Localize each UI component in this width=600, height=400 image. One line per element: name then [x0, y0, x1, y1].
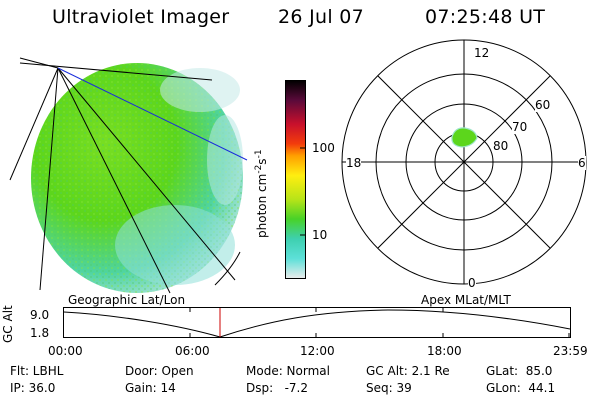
info-mode: Mode: Normal — [246, 364, 330, 378]
geographic-image — [9, 57, 248, 294]
orbit-tick-1200: 12:00 — [300, 344, 335, 358]
colorbar-tick-100: 100 — [312, 141, 335, 155]
orbit-axis-ticks — [63, 307, 570, 338]
mlt-label-0: 0 — [468, 276, 476, 290]
orbit-tick-2359: 23:59 — [553, 344, 588, 358]
apex-label: Apex MLat/MLT — [421, 293, 511, 307]
orbit-altitude-plot — [63, 307, 571, 338]
orbit-tick-1800: 18:00 — [427, 344, 462, 358]
info-glon: GLon: 44.1 — [486, 381, 556, 395]
lat-label-70: 70 — [512, 120, 528, 134]
instrument-title: Ultraviolet Imager — [52, 6, 230, 28]
orbit-tick-0600: 06:00 — [175, 344, 210, 358]
satellite-track-line — [57, 67, 248, 161]
lat-label-80: 80 — [493, 139, 509, 153]
colorbar-tick-10: 10 — [312, 228, 328, 242]
mlt-label-18: 18 — [346, 156, 362, 170]
polar-plot — [341, 39, 587, 285]
info-seq: Seq: 39 — [366, 381, 412, 395]
mlt-label-6: 6 — [578, 156, 586, 170]
lat-label-60: 60 — [535, 98, 551, 112]
colorbar — [285, 80, 306, 279]
time-label: 07:25:48 UT — [425, 6, 546, 28]
info-gain: Gain: 14 — [125, 381, 176, 395]
geographic-label: Geographic Lat/Lon — [68, 293, 186, 307]
info-ip: IP: 36.0 — [10, 381, 56, 395]
info-filter: Flt: LBHL — [10, 364, 64, 378]
polar-grid — [341, 39, 587, 285]
info-dsp: Dsp: -7.2 — [246, 381, 309, 395]
date-label: 26 Jul 07 — [278, 6, 365, 28]
polar-aurora-blob — [451, 127, 478, 148]
info-gc-alt: GC Alt: 2.1 Re — [366, 364, 450, 378]
orbit-altitude-curve — [63, 309, 571, 338]
orbit-y-bot: 1.8 — [30, 326, 50, 340]
geo-grid-lines — [9, 57, 241, 294]
orbit-tick-0000: 00:00 — [48, 344, 83, 358]
info-door: Door: Open — [125, 364, 194, 378]
orbit-y-top: 9.0 — [30, 308, 50, 322]
info-glat: GLat: 85.0 — [486, 364, 553, 378]
colorbar-unit-label: photon cm-2s-1 — [254, 149, 269, 238]
mlt-label-12: 12 — [474, 46, 490, 60]
orbit-ylabel: GC Alt — [1, 305, 15, 343]
